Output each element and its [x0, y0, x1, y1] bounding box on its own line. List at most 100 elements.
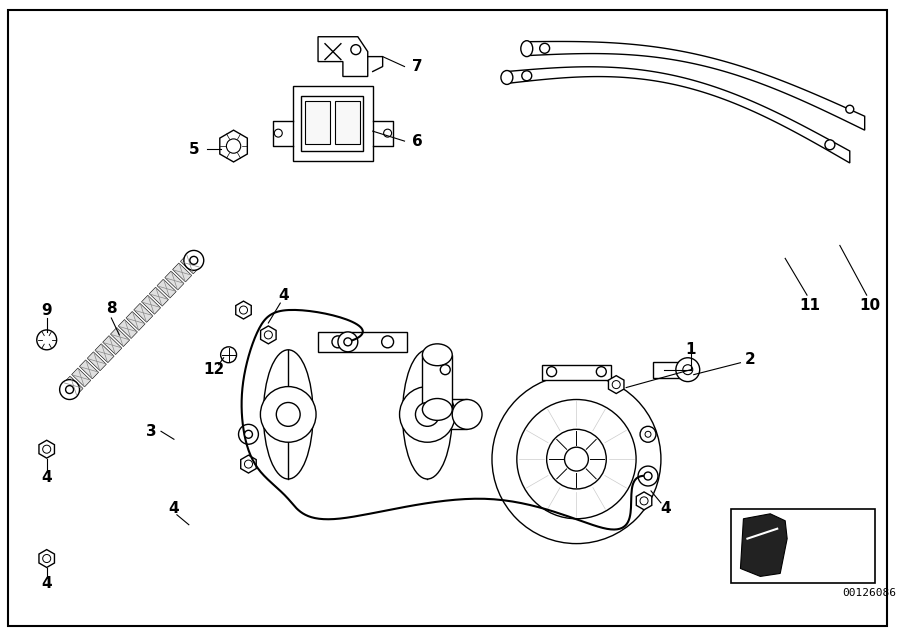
- Ellipse shape: [501, 71, 513, 85]
- Circle shape: [382, 336, 393, 348]
- Polygon shape: [158, 279, 176, 298]
- Circle shape: [245, 460, 253, 468]
- Circle shape: [597, 367, 607, 377]
- Polygon shape: [118, 319, 138, 338]
- Circle shape: [644, 472, 652, 480]
- Polygon shape: [72, 368, 91, 387]
- Polygon shape: [293, 86, 373, 161]
- Circle shape: [260, 387, 316, 442]
- Text: 4: 4: [41, 469, 52, 485]
- Polygon shape: [149, 287, 168, 306]
- Ellipse shape: [422, 344, 452, 366]
- Circle shape: [238, 424, 258, 444]
- Circle shape: [540, 43, 550, 53]
- Polygon shape: [220, 130, 248, 162]
- Bar: [288, 350, 428, 479]
- Circle shape: [400, 387, 455, 442]
- Circle shape: [59, 380, 79, 399]
- Polygon shape: [111, 328, 130, 347]
- Circle shape: [645, 431, 651, 438]
- Ellipse shape: [264, 350, 313, 479]
- Circle shape: [184, 251, 203, 270]
- Circle shape: [344, 338, 352, 346]
- Circle shape: [42, 445, 50, 453]
- Polygon shape: [95, 344, 114, 363]
- Circle shape: [640, 497, 648, 505]
- Circle shape: [522, 71, 532, 81]
- Text: 4: 4: [168, 501, 179, 516]
- Circle shape: [37, 330, 57, 350]
- Circle shape: [383, 129, 392, 137]
- Bar: [542, 364, 611, 380]
- Circle shape: [546, 367, 556, 377]
- Polygon shape: [79, 360, 98, 379]
- Circle shape: [517, 399, 636, 519]
- Ellipse shape: [402, 350, 452, 479]
- Polygon shape: [240, 455, 256, 473]
- Circle shape: [66, 385, 74, 394]
- Text: 11: 11: [799, 298, 821, 312]
- Polygon shape: [39, 440, 55, 458]
- Polygon shape: [103, 336, 122, 355]
- Polygon shape: [173, 263, 192, 282]
- Polygon shape: [87, 352, 106, 371]
- Polygon shape: [165, 271, 184, 290]
- Polygon shape: [608, 376, 624, 394]
- Ellipse shape: [452, 399, 482, 429]
- Bar: [653, 362, 683, 378]
- Polygon shape: [636, 492, 652, 510]
- Circle shape: [338, 332, 358, 352]
- Circle shape: [492, 375, 661, 544]
- Circle shape: [638, 466, 658, 486]
- Circle shape: [846, 105, 854, 113]
- Text: 4: 4: [41, 576, 52, 591]
- Bar: [318, 332, 408, 352]
- Polygon shape: [180, 255, 200, 274]
- Text: 3: 3: [146, 424, 157, 439]
- Circle shape: [546, 429, 607, 489]
- Circle shape: [274, 129, 283, 137]
- Text: 4: 4: [278, 287, 289, 303]
- Text: 4: 4: [661, 501, 671, 516]
- Circle shape: [42, 555, 50, 563]
- Text: 6: 6: [412, 134, 423, 149]
- Circle shape: [825, 140, 835, 149]
- Circle shape: [676, 358, 699, 382]
- Text: 7: 7: [412, 59, 423, 74]
- Polygon shape: [526, 41, 865, 130]
- Bar: [442, 399, 467, 429]
- Polygon shape: [141, 295, 161, 314]
- Bar: [731, 509, 875, 583]
- Text: 9: 9: [41, 303, 52, 317]
- Circle shape: [351, 45, 361, 55]
- Polygon shape: [261, 326, 276, 344]
- Text: 2: 2: [745, 352, 756, 367]
- Polygon shape: [318, 37, 368, 76]
- Circle shape: [190, 256, 198, 265]
- Bar: [422, 355, 452, 410]
- Polygon shape: [507, 67, 850, 163]
- Polygon shape: [126, 312, 145, 330]
- Bar: [305, 101, 330, 144]
- Polygon shape: [39, 550, 55, 567]
- Circle shape: [239, 306, 248, 314]
- Text: 12: 12: [203, 362, 224, 377]
- Circle shape: [564, 447, 589, 471]
- Text: 5: 5: [188, 142, 199, 156]
- Bar: [302, 97, 363, 151]
- Ellipse shape: [521, 41, 533, 57]
- Circle shape: [332, 336, 344, 348]
- Ellipse shape: [422, 399, 452, 420]
- Circle shape: [683, 364, 693, 375]
- Circle shape: [612, 380, 620, 389]
- Text: 1: 1: [686, 342, 696, 357]
- Text: 10: 10: [860, 298, 880, 312]
- Circle shape: [276, 403, 301, 426]
- Circle shape: [440, 364, 450, 375]
- Polygon shape: [236, 301, 251, 319]
- Circle shape: [227, 139, 240, 153]
- Circle shape: [640, 426, 656, 442]
- Circle shape: [220, 347, 237, 363]
- Polygon shape: [64, 376, 83, 395]
- Text: 00126086: 00126086: [842, 588, 896, 598]
